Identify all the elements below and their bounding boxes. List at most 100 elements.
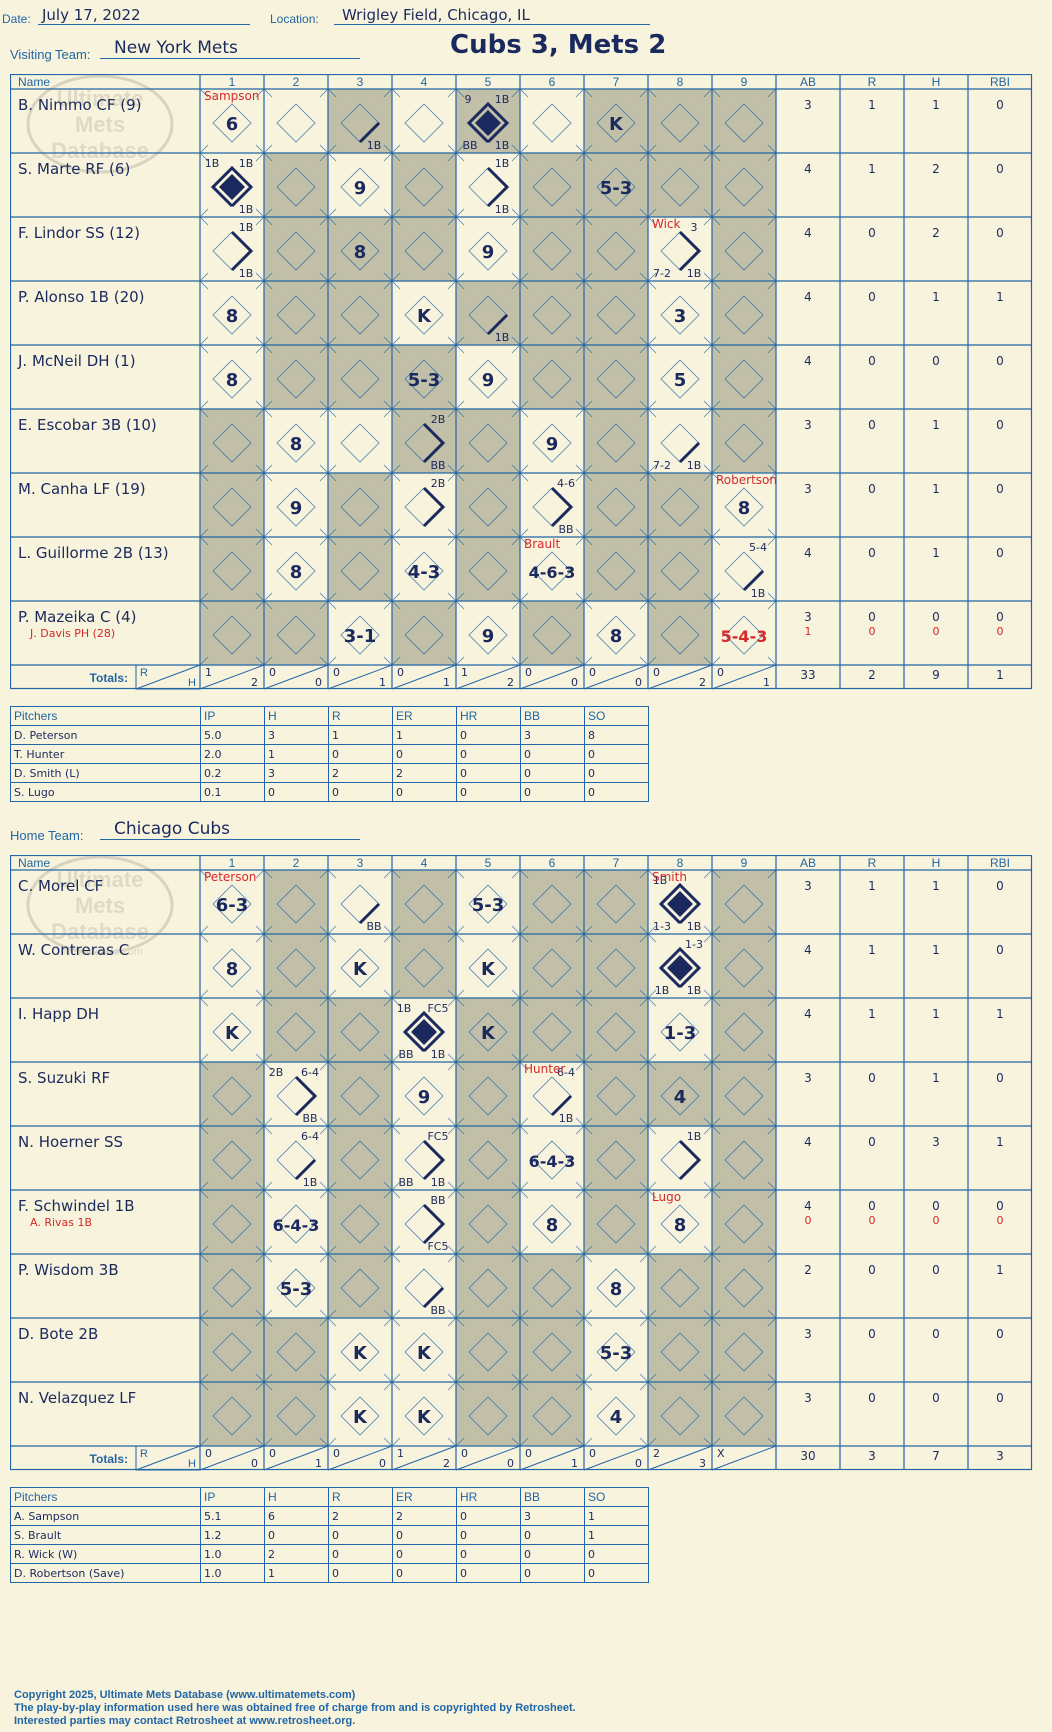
diamond-corner (583, 997, 593, 1007)
sub-batter-stat: 1 (805, 625, 812, 638)
inning-hits: 0 (507, 1457, 514, 1470)
diamond-corner (319, 464, 329, 474)
diamond-corner (575, 216, 585, 226)
diamond (724, 615, 764, 655)
cell-bg (264, 1382, 328, 1446)
pitcher-row: D. Robertson (Save) 1.0 1 0 0 0 0 0 (10, 1563, 649, 1583)
play-result: 8 (546, 1215, 559, 1236)
diamond (212, 615, 252, 655)
batter-name: W. Contreras C (18, 941, 129, 959)
diamond-corner (575, 600, 585, 610)
diamond-corner (391, 152, 401, 162)
play-result: 6-3 (216, 895, 249, 916)
diamond-corner (711, 1061, 721, 1071)
pitcher-name: S. Brault (10, 1525, 201, 1545)
diamond-corner (319, 1117, 329, 1127)
diamond-corner (711, 656, 721, 666)
pitcher-change-label: Wick (652, 217, 681, 231)
run-scored-diamond (667, 891, 693, 917)
diamond-corner (391, 869, 401, 879)
cell-bg (712, 870, 776, 934)
batter-stat: 1 (932, 98, 940, 112)
diamond-corner (255, 600, 265, 610)
pitcher-change-label: Sampson (204, 89, 259, 103)
diamond-corner (575, 997, 585, 1007)
diamond-corner (639, 464, 649, 474)
diamond-corner (711, 1437, 721, 1447)
diamond (596, 359, 636, 399)
diamond-corner (711, 933, 721, 943)
diamond-corner (455, 1381, 465, 1391)
col-header-stat: H (932, 856, 941, 870)
diamond-corner (711, 208, 721, 218)
diamond-corner (703, 1189, 713, 1199)
inning-hits: 1 (379, 676, 386, 689)
diamond-corner (391, 925, 401, 935)
diamond-corner (447, 144, 457, 154)
diamond-corner (199, 464, 209, 474)
diamond-corner (455, 1125, 465, 1135)
diamond (532, 948, 572, 988)
diamond-corner (327, 88, 337, 98)
diamond (212, 1396, 252, 1436)
diamond (724, 359, 764, 399)
diamond (468, 423, 508, 463)
diamond-corner (255, 216, 265, 226)
col-header-inning: 8 (677, 75, 684, 89)
totals-rh-slash (135, 664, 201, 690)
diamond-corner (575, 989, 585, 999)
diamond-corner (383, 400, 393, 410)
diamond-corner (383, 208, 393, 218)
diamond-corner (327, 1189, 337, 1199)
inning-total-slash (391, 664, 457, 690)
inning-total-slash (647, 664, 713, 690)
pitcher-stat: 0 (456, 1525, 521, 1545)
base-label-third: 1B (653, 874, 668, 887)
batter-name: N. Velazquez LF (18, 1389, 136, 1407)
sub-batter-stat: 0 (869, 625, 876, 638)
inning-hits: 1 (571, 1457, 578, 1470)
inning-hits: 0 (315, 676, 322, 689)
diamond-corner (519, 1125, 529, 1135)
batter-stat: 3 (804, 879, 812, 893)
cell-bg (520, 870, 584, 934)
pitcher-stat: 2 (392, 1506, 457, 1526)
cell-bg (328, 1254, 392, 1318)
visitors-scorecard: Ultimate Mets Database Name 1 2 3 4 5 6 7 8 9 AB R H RBI… (10, 74, 1034, 690)
diamond-corner (647, 272, 657, 282)
diamond-corner (263, 144, 273, 154)
diamond-corner (391, 1181, 401, 1191)
diamond (276, 1332, 316, 1372)
diamond (596, 103, 636, 143)
inning-hits: 1 (443, 676, 450, 689)
cell-bg (520, 217, 584, 281)
batter-name: P. Alonso 1B (20) (18, 288, 145, 306)
diamond-corner (639, 472, 649, 482)
diamond-corner (647, 925, 657, 935)
diamond-corner (255, 152, 265, 162)
pitcher-stat: 0 (328, 1525, 393, 1545)
diamond-corner (575, 400, 585, 410)
base-label-first: 1B (495, 331, 510, 344)
diamond-corner (575, 1125, 585, 1135)
diamond-corner (647, 656, 657, 666)
diamond (468, 615, 508, 655)
diamond-corner (383, 1245, 393, 1255)
diamond (340, 167, 380, 207)
diamond-corner (455, 144, 465, 154)
pitcher-stat: 0 (392, 1525, 457, 1545)
diamond-corner (263, 933, 273, 943)
cell-bg (264, 345, 328, 409)
diamond-corner (383, 600, 393, 610)
diamond-corner (455, 1245, 465, 1255)
cell-bg (520, 153, 584, 217)
diamond-corner (263, 344, 273, 354)
diamond-corner (319, 536, 329, 546)
diamond-corner (703, 1245, 713, 1255)
diamond-corner (327, 1181, 337, 1191)
diamond-corner (327, 1125, 337, 1135)
batter-stat: 4 (804, 1007, 812, 1021)
inning-total-slash (199, 1445, 265, 1471)
diamond-corner (447, 216, 457, 226)
col-header-name: Name (18, 856, 50, 870)
